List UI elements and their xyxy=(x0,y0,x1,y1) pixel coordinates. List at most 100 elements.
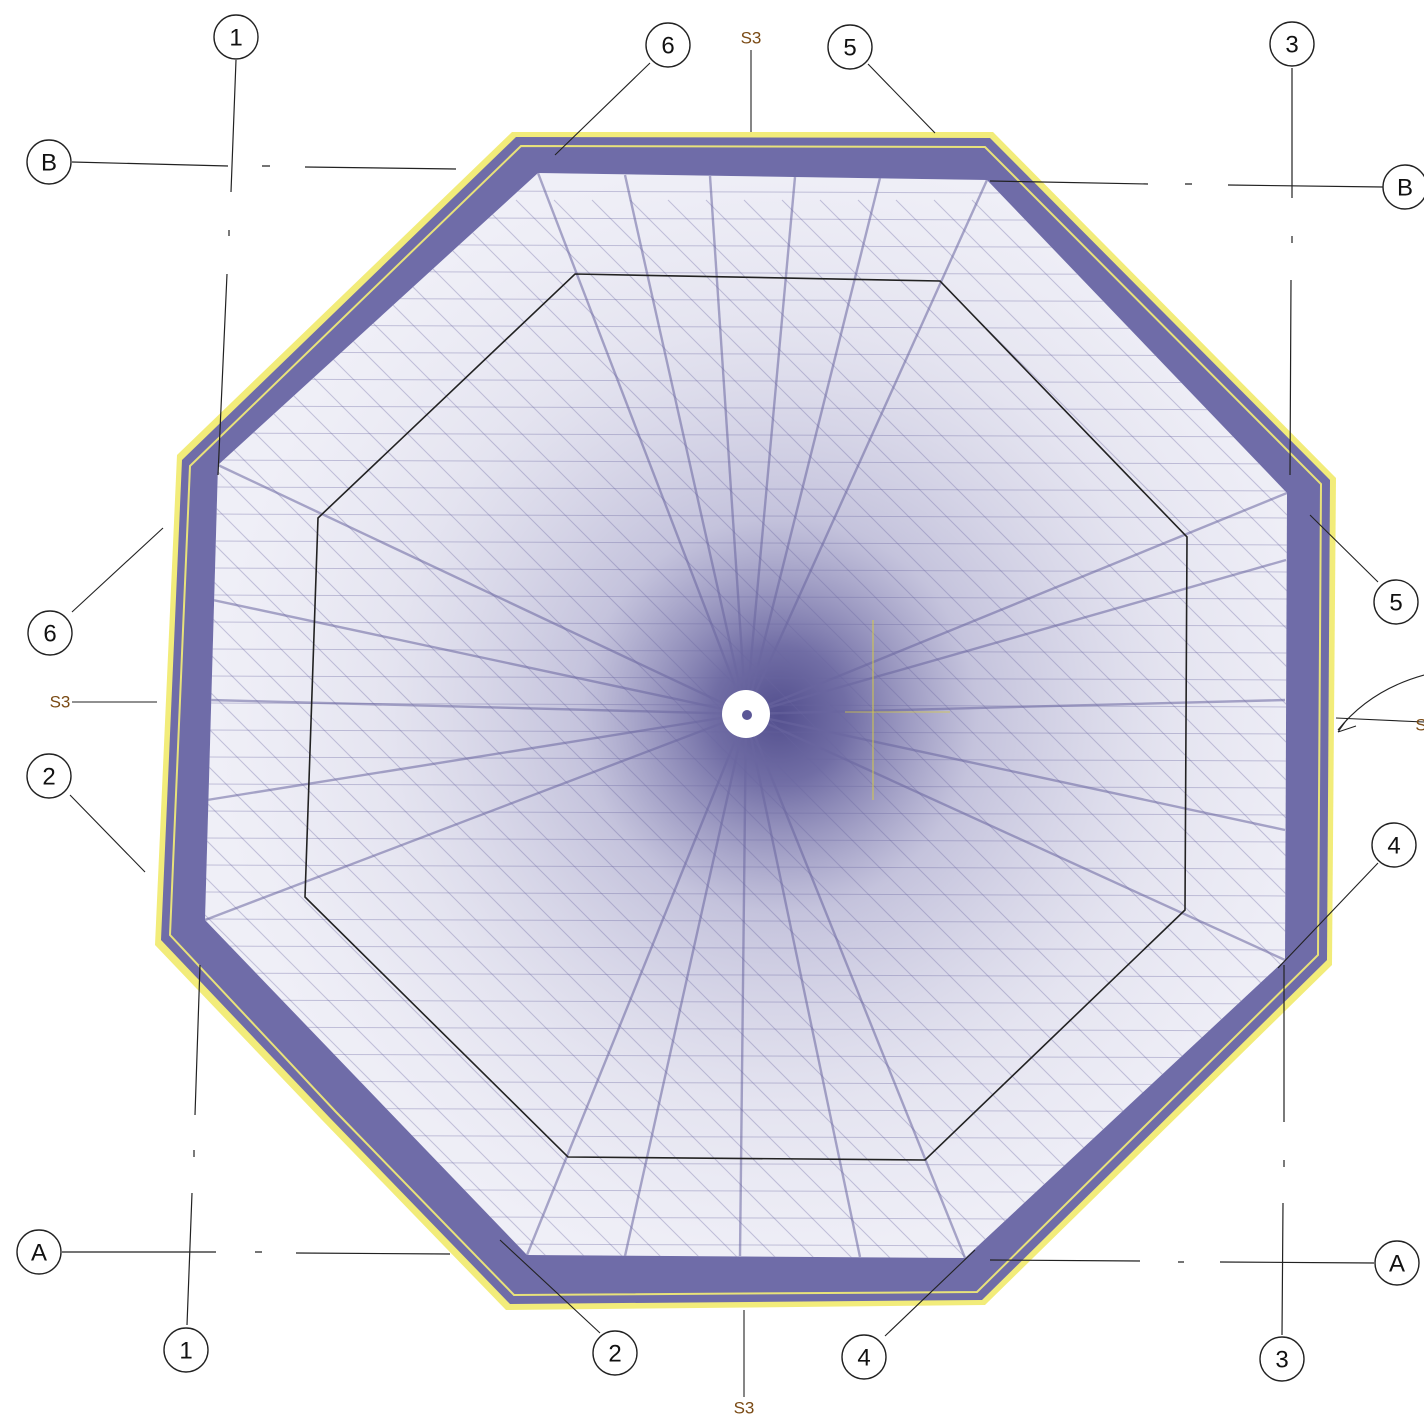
svg-text:5: 5 xyxy=(1389,590,1402,617)
strata-line xyxy=(205,864,1287,870)
rafter-line xyxy=(536,173,748,715)
strata-line xyxy=(205,199,781,1258)
svg-text:5: 5 xyxy=(843,35,856,62)
svg-text:A: A xyxy=(31,1240,47,1267)
strata-line xyxy=(477,199,1287,1258)
strata-line xyxy=(205,199,743,1258)
rafter-line xyxy=(744,177,882,715)
grid-bubble-row-b-right: B xyxy=(1382,164,1424,210)
svg-text:6: 6 xyxy=(43,621,56,648)
strata-line xyxy=(205,199,1047,1258)
rafter-line xyxy=(738,713,748,1257)
strata-line xyxy=(205,199,971,1258)
svg-text:3: 3 xyxy=(1275,1347,1288,1374)
strata-line xyxy=(205,199,1085,1258)
strata-line xyxy=(515,199,1287,1258)
grid-lines xyxy=(62,59,1384,1336)
strata-line xyxy=(439,199,1287,1258)
rafter-line xyxy=(623,713,748,1257)
grid-bubble-col-1-top: 1 xyxy=(213,14,259,60)
rafter-line xyxy=(209,698,747,716)
strata-line xyxy=(205,405,1287,411)
strata-line xyxy=(205,1053,1287,1059)
central-oculus-core xyxy=(742,710,752,720)
svg-text:B: B xyxy=(1397,175,1413,202)
strata-line xyxy=(205,918,1287,924)
svg-text:4: 4 xyxy=(857,1345,870,1372)
strata-line xyxy=(205,199,933,1258)
strata-line xyxy=(205,648,1287,654)
strata-line xyxy=(205,199,1009,1258)
strata-line xyxy=(895,199,1287,1258)
strata-line xyxy=(743,199,1287,1258)
strata-line xyxy=(553,199,1287,1258)
rafter-line xyxy=(744,713,862,1258)
strata-line xyxy=(205,432,1287,438)
strata-line xyxy=(205,199,819,1258)
grid-bubble-col-6-top: 6 xyxy=(645,22,691,68)
grid-bubble-col-4-bottom: 4 xyxy=(841,1334,887,1380)
grid-bubble-col-2-bottom: 2 xyxy=(592,1330,638,1376)
strata-line xyxy=(205,567,1287,573)
strata-line xyxy=(205,621,1287,627)
section-mark-lines xyxy=(72,50,1424,1397)
strata-line xyxy=(205,810,1287,816)
svg-text:4: 4 xyxy=(1387,833,1400,860)
strata-line xyxy=(205,756,1287,762)
svg-text:2: 2 xyxy=(608,1341,621,1368)
wall-inner-stripe xyxy=(168,144,1323,1297)
svg-text:A: A xyxy=(1389,1251,1405,1278)
rafter-line xyxy=(205,712,747,922)
strata-line xyxy=(205,199,705,1258)
grid-bubble-row-b-left: B xyxy=(26,139,72,185)
grid-bubble-col-2-left: 2 xyxy=(26,753,72,799)
grid-bubble-col-6-left: 6 xyxy=(27,610,73,656)
strata-line xyxy=(205,486,1287,492)
rafter-line xyxy=(206,712,747,802)
strata-line xyxy=(205,324,1287,330)
strata-line xyxy=(205,783,1287,789)
strata-line xyxy=(401,199,1287,1258)
strata-line xyxy=(205,199,629,1258)
rafter-line xyxy=(744,713,967,1258)
strata-line xyxy=(205,999,1287,1005)
strata-line xyxy=(971,199,1287,1258)
svg-text:B: B xyxy=(41,150,57,177)
grid-bubble-col-1-bottom: 1 xyxy=(163,1327,209,1373)
strata-line xyxy=(933,199,1287,1258)
strata-line xyxy=(205,378,1287,384)
grid-bubble-col-5-top: 5 xyxy=(827,24,873,70)
strata-line xyxy=(205,351,1287,357)
svg-text:2: 2 xyxy=(42,764,55,791)
strata-line xyxy=(205,199,857,1258)
section-label-top: S3 xyxy=(741,29,762,48)
section-label-right: S xyxy=(1415,716,1424,735)
section-label-bottom: S3 xyxy=(734,1399,755,1417)
strata-line xyxy=(781,199,1287,1258)
rafter-line xyxy=(744,176,797,715)
strata-line xyxy=(205,199,895,1258)
svg-text:6: 6 xyxy=(661,33,674,60)
rafter-line xyxy=(745,698,1286,716)
grid-bubble-row-a-left: A xyxy=(16,1229,62,1275)
rafter-line xyxy=(623,174,748,715)
strata-line xyxy=(205,945,1287,951)
svg-text:3: 3 xyxy=(1285,32,1298,59)
rafter-line xyxy=(212,598,747,716)
rafter-line xyxy=(708,175,748,715)
strata-line xyxy=(205,199,591,1258)
strata-line xyxy=(205,1080,1287,1086)
strata-line xyxy=(819,199,1287,1258)
svg-text:1: 1 xyxy=(229,25,242,52)
section-label-left: S3 xyxy=(50,693,71,712)
grid-bubble-row-a-right: A xyxy=(1374,1240,1420,1286)
strata-line xyxy=(205,199,667,1258)
strata-line xyxy=(205,513,1287,519)
strata-line xyxy=(205,891,1287,897)
grid-bubble-col-3-top: 3 xyxy=(1269,21,1315,67)
strata-line xyxy=(205,199,1275,1258)
strata-line xyxy=(205,199,1237,1258)
strata-line xyxy=(205,594,1287,600)
rafter-line xyxy=(745,712,1286,962)
strata-line xyxy=(857,199,1287,1258)
